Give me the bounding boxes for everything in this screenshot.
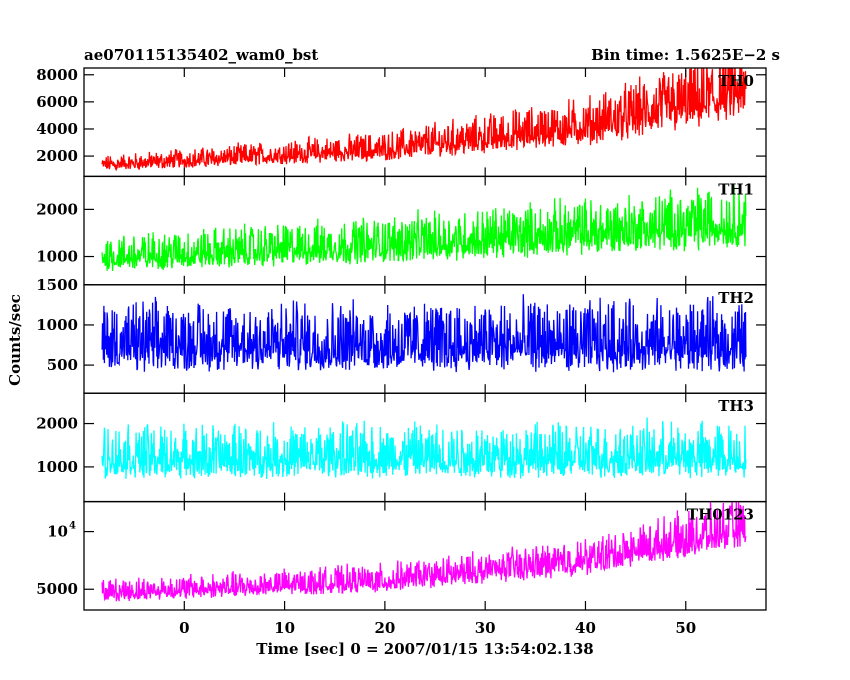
- x-tick-label: 0: [179, 619, 189, 637]
- series-th1-label: TH1: [718, 180, 754, 198]
- y-tick-label: 8000: [36, 66, 78, 84]
- series-th0-line: [101, 68, 747, 172]
- y-tick-label: 6000: [36, 93, 78, 111]
- y-tick-label: 2000: [36, 147, 78, 165]
- series-th1-line: [101, 185, 747, 272]
- bin-time-label: Bin time: 1.5625E−2 s: [591, 46, 780, 64]
- y-tick-label: 2000: [36, 200, 78, 218]
- y-tick-label: 2000: [36, 415, 78, 433]
- y-tick-label: 1000: [36, 248, 78, 266]
- y-tick-label: 1000: [36, 316, 78, 334]
- series-th2-label: TH2: [718, 289, 754, 307]
- y-tick-label: 5000: [36, 580, 78, 598]
- y-axis-title: Counts/sec: [6, 294, 24, 386]
- figure-label: ae070115135402_wam0_bst: [84, 46, 318, 64]
- x-tick-label: 20: [374, 619, 395, 637]
- y-tick-label: 10: [47, 523, 68, 541]
- y-tick-label: 4000: [36, 120, 78, 138]
- panel-frame: [83, 500, 767, 611]
- series-th0123-label: TH0123: [687, 506, 754, 524]
- series-th2-line: [101, 294, 747, 373]
- series-th3-line: [101, 417, 747, 480]
- series-th3-label: TH3: [718, 397, 754, 415]
- y-tick-exponent: 4: [69, 521, 76, 532]
- series-th0123-line: [101, 501, 747, 602]
- x-tick-label: 50: [675, 619, 696, 637]
- series-th0-label: TH0: [718, 72, 754, 90]
- x-tick-label: 10: [274, 619, 295, 637]
- y-tick-label: 500: [47, 356, 78, 374]
- y-tick-label: 1000: [36, 458, 78, 476]
- y-tick-label: 1500: [36, 276, 78, 294]
- x-tick-label: 30: [475, 619, 496, 637]
- x-axis-title: Time [sec] 0 = 2007/01/15 13:54:02.138: [256, 640, 593, 658]
- x-tick-label: 40: [575, 619, 596, 637]
